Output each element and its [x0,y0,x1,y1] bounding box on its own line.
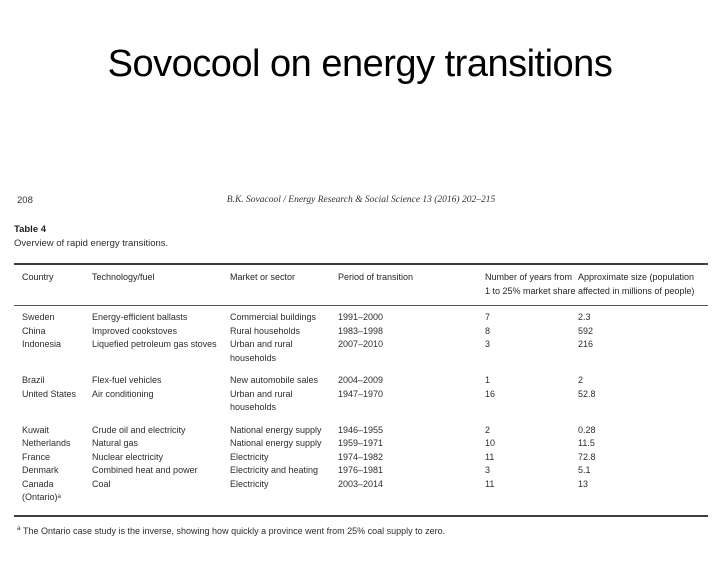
table-cell: 2004–2009 [338,375,384,385]
table-cell: 216 [578,339,594,349]
table-cell: 2003–2014 [338,478,384,489]
table-cell: United States [22,388,77,399]
table-row: Netherlands Natural gas National energy su… [14,437,708,451]
table-cell: 7 [485,312,491,322]
table-cell: Natural gas [92,438,139,448]
table-cell: Brazil [22,375,45,385]
table-cell: 1947–1970 [338,388,384,399]
table-cell: National energy supply [230,438,322,448]
table-cell: New automobile sales [230,375,319,385]
table-cell: Netherlands [22,438,71,448]
table-cell: 0.28 [578,424,596,435]
column-header: Approximate size (population affected in… [578,272,695,296]
table-header-row: Country Technology/fuel Market or sector Pe… [14,263,708,306]
table-cell: Coal [92,478,111,489]
table-caption: Overview of rapid energy transitions. [14,238,169,249]
journal-citation: B.K. Sovacool / Energy Research & Social… [226,195,496,205]
table-row: Canada (Ontario)ᵃ Coal Electricity 2003–201… [14,478,708,505]
table-cell: 52.8 [578,388,596,399]
table-cell: Sweden [22,312,55,322]
table-cell: Flex-fuel vehicles [92,375,162,385]
table-row: China Improved cookstoves Rural households… [14,325,708,339]
table-cell: 11.5 [578,438,595,448]
table-cell: 11 [485,451,495,462]
table-cell: 2007–2010 [338,339,384,349]
table-cell: 3 [485,465,491,475]
slide-title: Sovocool on energy transitions [107,43,613,85]
page-number: 208 [17,195,33,206]
column-header: Period of transition [338,272,414,282]
column-header: Country [22,272,54,282]
table-cell: Urban and rural households [230,388,293,413]
paper-excerpt: 208 B.K. Sovacool / Energy Research & So… [14,194,708,537]
table-cell: Indonesia [22,339,62,349]
table-cell: 2.3 [578,312,591,322]
table-cell: 1983–1998 [338,325,384,336]
table-cell: Electricity and heating [230,465,319,475]
table-row: United States Air conditioning Urban and r… [14,388,708,415]
table-cell: 2 [578,375,584,385]
footnote-text: The Ontario case study is the inverse, s… [20,525,446,536]
slide: Sovocool on energy transitions 208 B.K. … [0,43,720,536]
table-cell: 13 [578,478,589,489]
table-cell: 1991–2000 [338,312,384,322]
table-cell: 1 [485,375,491,385]
row-group: Kuwait Crude oil and electricity National … [14,424,708,505]
table-cell: 2 [485,424,491,435]
table-cell: Crude oil and electricity [92,424,186,435]
table-cell: 5.1 [578,465,591,475]
column-header: Technology/fuel [92,272,155,282]
table-cell: 3 [485,339,491,349]
table-cell: China [22,325,46,336]
row-group: Sweden Energy-efficient ballasts Commercia… [14,311,708,365]
table-row: France Nuclear electricity Electricity 1974… [14,451,708,465]
table-row: Kuwait Crude oil and electricity National … [14,424,708,438]
table-cell: 1959–1971 [338,438,384,448]
table-cell: Canada (Ontario)ᵃ [22,478,61,503]
table-cell: Electricity [230,478,269,489]
table-row: Brazil Flex-fuel vehicles New automobile s… [14,374,708,388]
table-cell: France [22,451,51,462]
table-cell: Liquefied petroleum gas stoves [92,339,217,349]
table-cell: 72.8 [578,451,596,462]
data-table: Country Technology/fuel Market or sector Pe… [14,263,708,517]
column-header: Market or sector [230,272,296,282]
table-cell: Nuclear electricity [92,451,164,462]
table-cell: Rural households [230,325,301,336]
column-header: Number of years from 1 to 25% market sha… [485,272,576,296]
table-body: Sweden Energy-efficient ballasts Commercia… [14,306,708,517]
table-cell: Improved cookstoves [92,325,178,336]
table-cell: Urban and rural households [230,339,293,363]
table-cell: 1976–1981 [338,465,384,475]
table-cell: Electricity [230,451,269,462]
table-label: Table 4 [14,224,47,235]
table-cell: Denmark [22,465,59,475]
row-group: Brazil Flex-fuel vehicles New automobile s… [14,374,708,415]
table-cell: Air conditioning [92,388,154,399]
table-row: Sweden Energy-efficient ballasts Commercia… [14,311,708,325]
table-cell: 11 [485,478,495,489]
table-cell: 16 [485,388,496,399]
table-row: Denmark Combined heat and power Electricit… [14,464,708,478]
running-head: 208 B.K. Sovacool / Energy Research & So… [14,194,708,207]
table-cell: 1946–1955 [338,424,384,435]
table-cell: 8 [485,325,491,336]
table-footnote: a The Ontario case study is the inverse,… [14,523,708,537]
table-cell: Combined heat and power [92,465,198,475]
table-cell: Kuwait [22,424,50,435]
footnote-marker: a [17,524,21,532]
table-cell: National energy supply [230,424,322,435]
table-cell: 10 [485,438,496,448]
table-row: Indonesia Liquefied petroleum gas stoves U… [14,338,708,365]
table-cell: Commercial buildings [230,312,317,322]
table-cell: 1974–1982 [338,451,384,462]
table-cell: 592 [578,325,594,336]
table-cell: Energy-efficient ballasts [92,312,188,322]
